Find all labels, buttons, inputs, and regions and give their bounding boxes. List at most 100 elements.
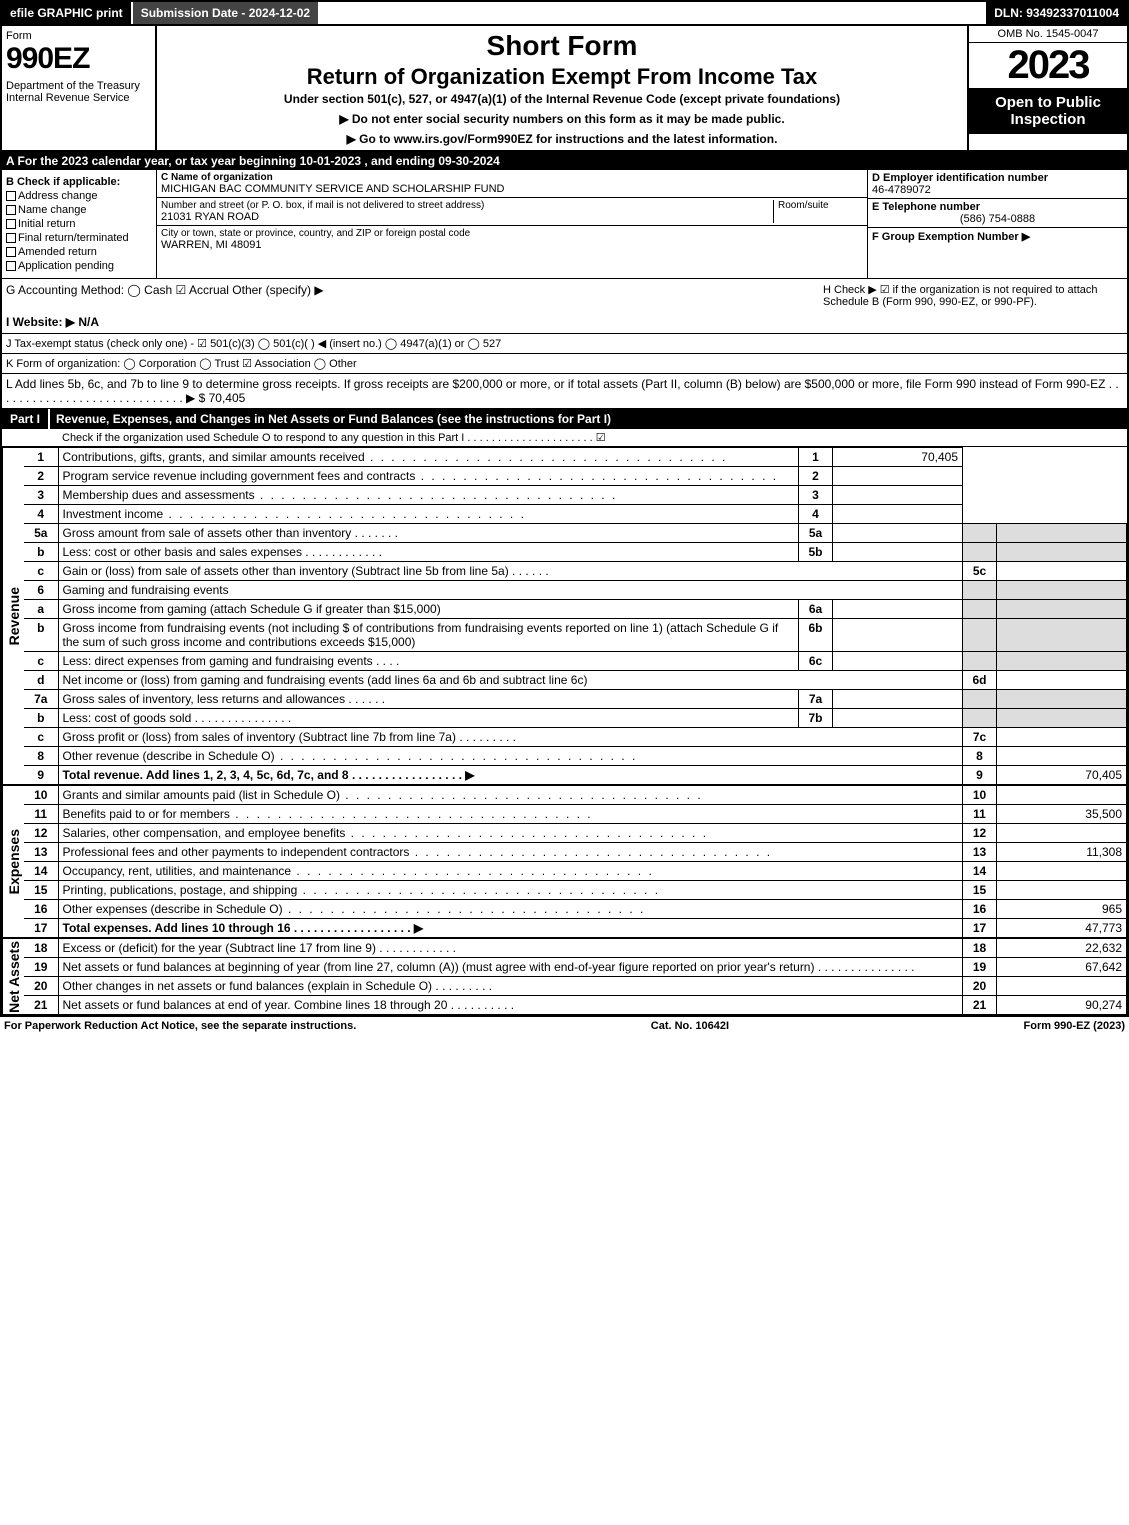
open-to-public: Open to Public Inspection — [969, 88, 1127, 134]
website-label: I Website: ▶ N/A — [6, 315, 99, 329]
form-number: 990EZ — [6, 42, 151, 76]
expenses-section: Expenses 10Grants and similar amounts pa… — [2, 785, 1127, 938]
line-6: 6Gaming and fundraising events — [24, 581, 1127, 600]
row-h: H Check ▶ ☑ if the organization is not r… — [823, 283, 1123, 308]
header-left: Form 990EZ Department of the Treasury In… — [2, 26, 157, 150]
line-4: 4Investment income4 — [24, 505, 1127, 524]
line-11: 11Benefits paid to or for members1135,50… — [24, 805, 1127, 824]
part-1-title: Revenue, Expenses, and Changes in Net As… — [50, 409, 1127, 429]
dln-label: DLN: 93492337011004 — [986, 2, 1127, 24]
line-6b: bGross income from fundraising events (n… — [24, 619, 1127, 652]
group-exemption-label: F Group Exemption Number ▶ — [872, 230, 1123, 243]
box-c: C Name of organization MICHIGAN BAC COMM… — [157, 170, 867, 278]
net-assets-section: Net Assets 18Excess or (deficit) for the… — [2, 938, 1127, 1015]
line-2: 2Program service revenue including gover… — [24, 467, 1127, 486]
line-18: 18Excess or (deficit) for the year (Subt… — [24, 939, 1127, 958]
box-b: B Check if applicable: Address change Na… — [2, 170, 157, 278]
dept-line-1: Department of the Treasury — [6, 80, 151, 92]
footer-right: Form 990-EZ (2023) — [1024, 1020, 1125, 1032]
phone-label: E Telephone number — [872, 201, 1123, 213]
line-9: 9Total revenue. Add lines 1, 2, 3, 4, 5c… — [24, 766, 1127, 785]
line-13: 13Professional fees and other payments t… — [24, 843, 1127, 862]
note-link[interactable]: ▶ Go to www.irs.gov/Form990EZ for instru… — [163, 132, 961, 146]
row-k: K Form of organization: ◯ Corporation ◯ … — [2, 354, 1127, 374]
line-7b: bLess: cost of goods sold . . . . . . . … — [24, 709, 1127, 728]
row-g: G Accounting Method: ◯ Cash ☑ Accrual Ot… — [2, 279, 1127, 334]
line-20: 20Other changes in net assets or fund ba… — [24, 977, 1127, 996]
line-8: 8Other revenue (describe in Schedule O)8 — [24, 747, 1127, 766]
box-f: F Group Exemption Number ▶ — [868, 228, 1127, 245]
line-3: 3Membership dues and assessments3 — [24, 486, 1127, 505]
box-b-title: B Check if applicable: — [6, 176, 152, 188]
line-5b: bLess: cost or other basis and sales exp… — [24, 543, 1127, 562]
line-5a: 5aGross amount from sale of assets other… — [24, 524, 1127, 543]
part-1-tag: Part I — [2, 409, 50, 429]
main-title: Return of Organization Exempt From Incom… — [163, 64, 961, 90]
expenses-side-label: Expenses — [2, 785, 24, 938]
line-7a: 7aGross sales of inventory, less returns… — [24, 690, 1127, 709]
footer-mid: Cat. No. 10642I — [651, 1020, 729, 1032]
line-6c: cLess: direct expenses from gaming and f… — [24, 652, 1127, 671]
chk-final-return[interactable]: Final return/terminated — [6, 232, 152, 244]
part-1-header: Part I Revenue, Expenses, and Changes in… — [2, 409, 1127, 429]
chk-name-change[interactable]: Name change — [6, 204, 152, 216]
org-name: MICHIGAN BAC COMMUNITY SERVICE AND SCHOL… — [161, 183, 863, 195]
net-assets-table: 18Excess or (deficit) for the year (Subt… — [24, 938, 1127, 1015]
line-12: 12Salaries, other compensation, and empl… — [24, 824, 1127, 843]
row-l-value: 70,405 — [209, 391, 246, 405]
box-e: E Telephone number (586) 754-0888 — [868, 199, 1127, 228]
line-1: 1Contributions, gifts, grants, and simil… — [24, 448, 1127, 467]
top-bar: efile GRAPHIC print Submission Date - 20… — [0, 0, 1129, 26]
chk-initial-return[interactable]: Initial return — [6, 218, 152, 230]
page-footer: For Paperwork Reduction Act Notice, see … — [0, 1017, 1129, 1035]
form-header: Form 990EZ Department of the Treasury In… — [2, 26, 1127, 152]
row-j: J Tax-exempt status (check only one) - ☑… — [2, 334, 1127, 354]
line-14: 14Occupancy, rent, utilities, and mainte… — [24, 862, 1127, 881]
chk-application-pending[interactable]: Application pending — [6, 260, 152, 272]
org-city: WARREN, MI 48091 — [161, 239, 863, 251]
room-suite-label: Room/suite — [773, 200, 863, 223]
form-word: Form — [6, 30, 151, 42]
line-17: 17Total expenses. Add lines 10 through 1… — [24, 919, 1127, 938]
tax-year: 2023 — [969, 43, 1127, 88]
line-16: 16Other expenses (describe in Schedule O… — [24, 900, 1127, 919]
efile-print-button[interactable]: efile GRAPHIC print — [2, 2, 133, 24]
header-right: OMB No. 1545-0047 2023 Open to Public In… — [967, 26, 1127, 150]
line-15: 15Printing, publications, postage, and s… — [24, 881, 1127, 900]
label-org-name: C Name of organization — [161, 172, 863, 183]
form-outer: Form 990EZ Department of the Treasury In… — [0, 26, 1129, 1017]
line-19: 19Net assets or fund balances at beginni… — [24, 958, 1127, 977]
header-center: Short Form Return of Organization Exempt… — [157, 26, 967, 150]
ein-label: D Employer identification number — [872, 172, 1123, 184]
row-l-text: L Add lines 5b, 6c, and 7b to line 9 to … — [6, 377, 1119, 405]
box-def: D Employer identification number 46-4789… — [867, 170, 1127, 278]
chk-amended-return[interactable]: Amended return — [6, 246, 152, 258]
subtitle: Under section 501(c), 527, or 4947(a)(1)… — [163, 92, 961, 106]
phone-value: (586) 754-0888 — [872, 213, 1123, 225]
box-d: D Employer identification number 46-4789… — [868, 170, 1127, 199]
line-6a: aGross income from gaming (attach Schedu… — [24, 600, 1127, 619]
line-10: 10Grants and similar amounts paid (list … — [24, 786, 1127, 805]
line-21: 21Net assets or fund balances at end of … — [24, 996, 1127, 1015]
schedule-o-check: Check if the organization used Schedule … — [2, 429, 1127, 447]
submission-date: Submission Date - 2024-12-02 — [133, 2, 320, 24]
net-assets-side-label: Net Assets — [2, 938, 24, 1015]
chk-address-change[interactable]: Address change — [6, 190, 152, 202]
row-l: L Add lines 5b, 6c, and 7b to line 9 to … — [2, 374, 1127, 409]
note-ssn: ▶ Do not enter social security numbers o… — [163, 112, 961, 126]
line-7c: cGross profit or (loss) from sales of in… — [24, 728, 1127, 747]
line-5c: cGain or (loss) from sale of assets othe… — [24, 562, 1127, 581]
section-b-c-def: B Check if applicable: Address change Na… — [2, 170, 1127, 279]
topbar-spacer — [320, 2, 986, 24]
expenses-table: 10Grants and similar amounts paid (list … — [24, 785, 1127, 938]
ein-value: 46-4789072 — [872, 184, 1123, 196]
short-form-title: Short Form — [163, 30, 961, 62]
label-city: City or town, state or province, country… — [161, 228, 863, 239]
revenue-section: Revenue 1Contributions, gifts, grants, a… — [2, 447, 1127, 785]
footer-left: For Paperwork Reduction Act Notice, see … — [4, 1020, 356, 1032]
accounting-method: G Accounting Method: ◯ Cash ☑ Accrual Ot… — [6, 283, 324, 297]
dept-line-2: Internal Revenue Service — [6, 92, 151, 104]
org-address: 21031 RYAN ROAD — [161, 211, 773, 223]
row-a-tax-year: A For the 2023 calendar year, or tax yea… — [2, 152, 1127, 170]
line-6d: dNet income or (loss) from gaming and fu… — [24, 671, 1127, 690]
